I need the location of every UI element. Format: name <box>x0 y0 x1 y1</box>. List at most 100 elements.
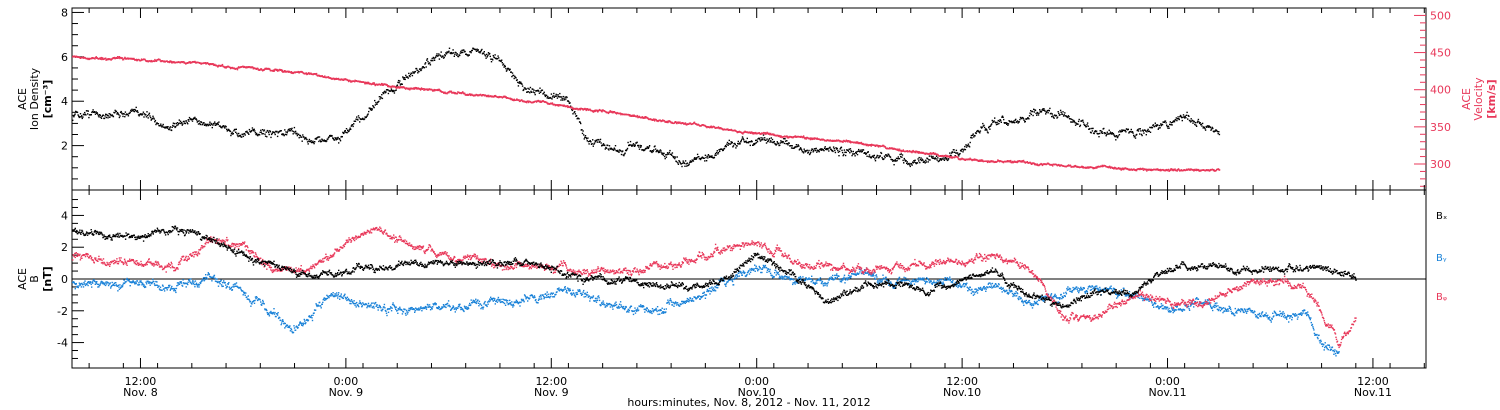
density-point <box>765 142 768 144</box>
by-point <box>175 287 178 290</box>
velocity-point <box>249 66 251 68</box>
density-point <box>1113 134 1115 136</box>
density-point <box>924 162 926 164</box>
by-point <box>181 285 184 287</box>
velocity-point <box>494 95 496 98</box>
density-point <box>411 74 414 77</box>
velocity-point <box>471 93 473 96</box>
density-point <box>381 94 383 96</box>
density-point <box>1195 125 1198 127</box>
density-point <box>120 110 122 113</box>
density-point <box>255 133 257 136</box>
density-point <box>230 134 232 137</box>
by-point <box>217 280 219 283</box>
density-point <box>1127 128 1129 130</box>
density-point <box>607 148 609 150</box>
velocity-point <box>594 109 596 111</box>
by-point <box>169 284 171 287</box>
density-point <box>756 141 759 143</box>
density-point <box>151 117 154 120</box>
top-panel-frame <box>71 7 1427 191</box>
velocity-point <box>803 136 805 138</box>
density-point <box>1167 127 1169 129</box>
density-point <box>651 151 653 154</box>
density-point <box>673 156 675 158</box>
density-point <box>972 133 974 135</box>
density-point <box>1052 115 1054 117</box>
by-point <box>87 281 90 283</box>
by-point <box>101 281 104 283</box>
density-point <box>588 143 590 145</box>
by-point <box>163 288 165 290</box>
density-point <box>860 149 862 151</box>
by-point <box>192 280 194 282</box>
velocity-point <box>368 81 370 84</box>
by-point <box>104 284 107 287</box>
density-point <box>349 127 351 129</box>
density-point <box>683 161 685 164</box>
density-point <box>913 160 915 162</box>
density-point <box>912 162 914 164</box>
velocity-point <box>372 83 375 85</box>
density-point <box>723 147 726 150</box>
density-point <box>1148 130 1150 132</box>
velocity-point <box>991 160 993 162</box>
density-point <box>953 151 956 153</box>
density-point <box>941 158 944 160</box>
density-point <box>915 162 917 164</box>
by-point <box>156 281 158 283</box>
density-point <box>659 151 661 153</box>
velocity-point <box>94 58 96 60</box>
velocity-point <box>418 87 420 90</box>
density-point <box>589 140 591 142</box>
density-point <box>943 159 946 161</box>
density-point <box>760 137 762 139</box>
by-point <box>161 289 163 291</box>
density-point <box>211 126 213 129</box>
density-point <box>1184 115 1186 117</box>
density-point <box>638 146 640 148</box>
density-point <box>248 128 251 131</box>
density-point <box>1110 133 1113 135</box>
velocity-point <box>695 123 698 125</box>
density-point <box>282 134 285 136</box>
density-point <box>749 144 751 147</box>
density-point <box>1072 121 1074 123</box>
velocity-point <box>1208 169 1210 171</box>
velocity-point <box>964 159 967 161</box>
velocity-point <box>877 146 880 148</box>
velocity-point <box>354 81 356 83</box>
velocity-point <box>503 96 506 98</box>
density-point <box>100 117 103 119</box>
by-point <box>196 284 198 286</box>
by-point <box>222 285 224 287</box>
density-point <box>721 148 723 151</box>
density-point <box>841 149 843 152</box>
density-point <box>1118 131 1120 133</box>
velocity-point <box>423 89 425 91</box>
density-point <box>636 141 638 143</box>
density-point <box>310 140 312 142</box>
density-point <box>121 113 124 115</box>
density-point <box>583 138 585 140</box>
velocity-point <box>811 137 813 139</box>
by-point <box>197 283 200 285</box>
velocity-point <box>1173 169 1175 171</box>
velocity-point <box>594 110 597 112</box>
density-point <box>638 148 641 150</box>
velocity-point <box>504 95 506 97</box>
density-point <box>970 134 973 137</box>
velocity-point <box>934 152 937 155</box>
velocity-point <box>752 133 754 135</box>
velocity-point <box>677 121 679 123</box>
velocity-point <box>1034 163 1037 165</box>
density-point <box>776 141 778 143</box>
density-point <box>947 158 950 160</box>
density-point <box>901 154 904 156</box>
density-point <box>923 161 926 163</box>
velocity-point <box>867 144 869 146</box>
velocity-point <box>397 86 399 89</box>
density-point <box>571 109 574 112</box>
density-point <box>175 122 177 125</box>
by-point <box>100 281 102 283</box>
